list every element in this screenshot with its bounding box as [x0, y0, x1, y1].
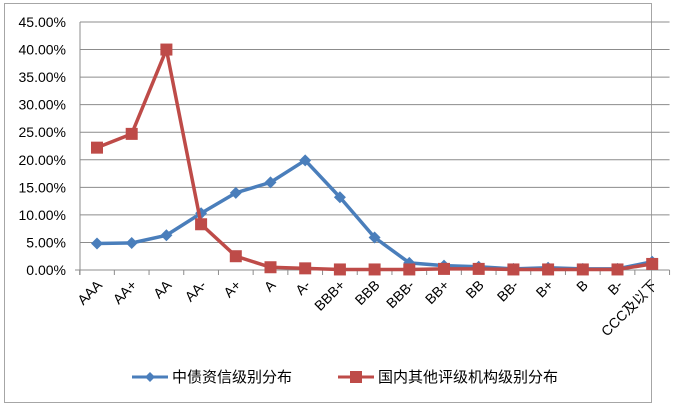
diamond-marker[interactable]: [160, 229, 173, 242]
square-marker[interactable]: [646, 257, 659, 270]
diamond-marker[interactable]: [264, 176, 277, 189]
x-tick-label: AA: [150, 276, 175, 301]
square-marker[interactable]: [542, 263, 555, 276]
y-tick-label: 15.00%: [19, 179, 66, 195]
square-marker[interactable]: [264, 261, 277, 274]
diamond-marker[interactable]: [229, 186, 242, 199]
square-marker[interactable]: [507, 263, 520, 276]
legend-label-series-1: 国内其他评级机构级别分布: [378, 368, 559, 386]
x-tick-label: A: [261, 276, 279, 294]
diamond-marker[interactable]: [368, 231, 381, 244]
y-tick-label: 5.00%: [26, 234, 66, 250]
y-tick-label: 40.00%: [19, 42, 66, 58]
x-tick-label: A+: [220, 277, 244, 301]
x-tick-label: AA-: [181, 277, 209, 305]
square-marker[interactable]: [160, 43, 173, 56]
y-tick-label: 45.00%: [19, 14, 66, 30]
square-marker[interactable]: [472, 262, 485, 275]
square-marker[interactable]: [576, 263, 589, 276]
x-tick-label: BB+: [422, 277, 452, 307]
diamond-marker[interactable]: [125, 236, 138, 249]
x-tick-label: AAA: [74, 276, 106, 308]
chart-legend: 中债资信级别分布 国内其他评级机构级别分布: [130, 366, 558, 387]
legend-label-series-0: 中债资信级别分布: [172, 368, 293, 386]
x-tick-label: BB-: [494, 277, 522, 305]
x-tick-label: BBB+: [311, 277, 348, 314]
diamond-marker[interactable]: [299, 154, 312, 167]
square-marker[interactable]: [368, 263, 381, 276]
square-marker[interactable]: [611, 263, 624, 276]
square-marker[interactable]: [333, 263, 346, 276]
x-tick-label: A-: [292, 277, 313, 298]
y-tick-label: 25.00%: [19, 124, 66, 140]
legend-item-series-0[interactable]: 中债资信级别分布: [130, 366, 292, 387]
x-tick-label: B+: [533, 277, 557, 301]
y-tick-label: 20.00%: [19, 152, 66, 168]
square-marker[interactable]: [229, 250, 242, 263]
y-tick-label: 35.00%: [19, 69, 66, 85]
square-marker[interactable]: [299, 262, 312, 275]
square-marker[interactable]: [403, 263, 416, 276]
x-tick-label: AA+: [110, 277, 140, 307]
square-marker[interactable]: [195, 218, 208, 231]
x-tick-label: BB: [462, 277, 487, 302]
square-marker[interactable]: [125, 127, 138, 140]
diamond-marker[interactable]: [91, 237, 103, 250]
diamond-marker-icon: [132, 371, 168, 382]
square-marker[interactable]: [91, 141, 103, 154]
y-tick-label: 30.00%: [19, 97, 66, 113]
chart-frame: [4, 3, 652, 403]
square-marker[interactable]: [438, 262, 450, 275]
square-marker-icon: [338, 370, 375, 383]
x-tick-label: B: [573, 277, 591, 295]
x-tick-label: B-: [604, 277, 625, 298]
diamond-marker[interactable]: [333, 191, 346, 204]
legend-item-series-1[interactable]: 国内其他评级机构级别分布: [336, 366, 558, 387]
x-tick-label: BBB-: [383, 277, 418, 312]
x-tick-label: BBB: [352, 277, 383, 308]
y-tick-label: 0.00%: [26, 262, 66, 278]
y-tick-label: 10.00%: [19, 207, 66, 223]
